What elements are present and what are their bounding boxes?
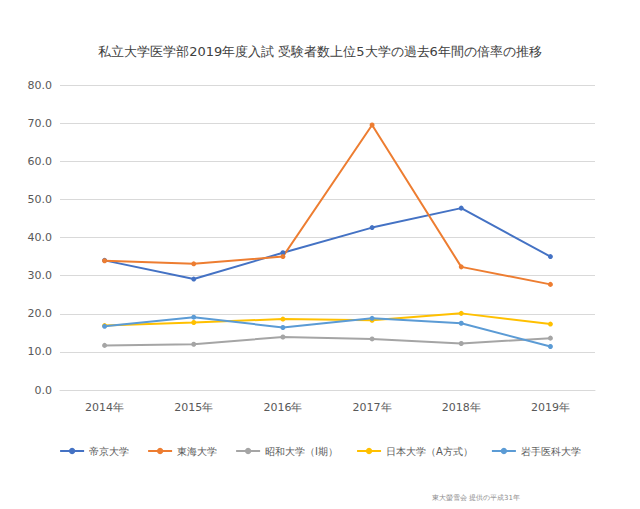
svg-text:岩手医科大学: 岩手医科大学 — [521, 446, 581, 457]
svg-text:東大螢雪会 提供の平成31年: 東大螢雪会 提供の平成31年 — [432, 494, 520, 502]
svg-text:昭和大学（I期）: 昭和大学（I期） — [265, 446, 338, 457]
svg-text:2015年: 2015年 — [174, 401, 213, 414]
svg-text:2016年: 2016年 — [263, 401, 302, 414]
svg-text:50.0: 50.0 — [28, 193, 53, 206]
svg-text:10.0: 10.0 — [28, 345, 53, 358]
svg-text:20.0: 20.0 — [28, 307, 53, 320]
svg-text:東海大学: 東海大学 — [177, 446, 217, 457]
svg-text:帝京大学: 帝京大学 — [89, 446, 129, 457]
svg-text:2014年: 2014年 — [85, 401, 124, 414]
svg-text:40.0: 40.0 — [28, 231, 53, 244]
svg-text:日本大学（A方式）: 日本大学（A方式） — [386, 446, 473, 457]
svg-text:60.0: 60.0 — [28, 155, 53, 168]
svg-text:80.0: 80.0 — [28, 79, 53, 92]
svg-text:70.0: 70.0 — [28, 117, 53, 130]
svg-text:2017年: 2017年 — [353, 401, 392, 414]
svg-text:私立大学医学部2019年度入試 受験者数上位5大学の過去6年: 私立大学医学部2019年度入試 受験者数上位5大学の過去6年間の倍率の推移 — [98, 44, 542, 59]
svg-text:2018年: 2018年 — [442, 401, 481, 414]
svg-text:0.0: 0.0 — [35, 384, 53, 397]
svg-text:2019年: 2019年 — [531, 401, 570, 414]
svg-text:30.0: 30.0 — [28, 269, 53, 282]
